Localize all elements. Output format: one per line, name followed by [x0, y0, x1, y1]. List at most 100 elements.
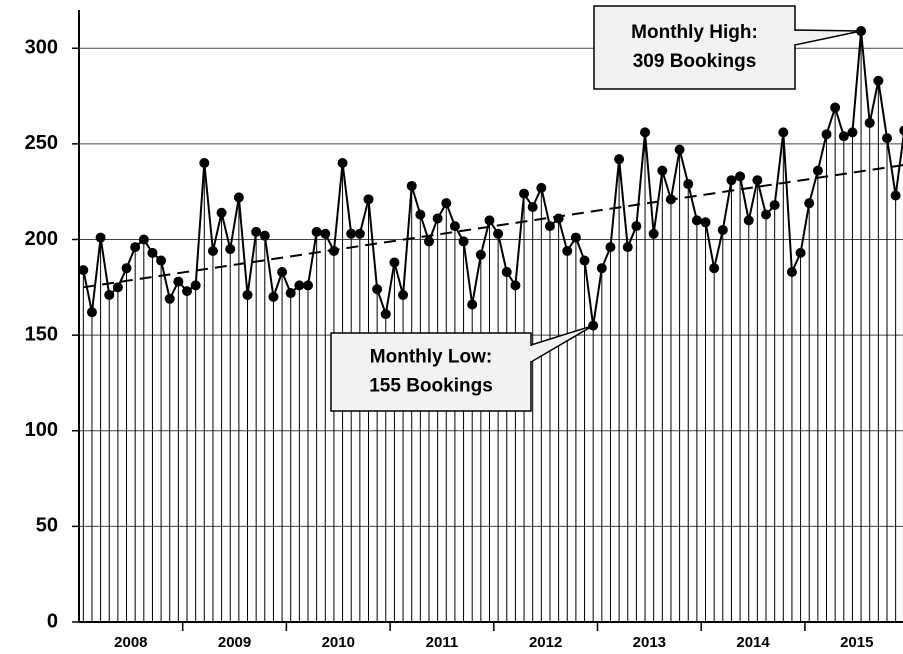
x-tick-label: 2010	[322, 634, 355, 651]
data-point	[631, 221, 642, 232]
data-point	[596, 263, 607, 274]
data-point	[242, 289, 253, 300]
data-point	[423, 236, 434, 247]
data-point	[804, 198, 815, 209]
data-point	[216, 207, 227, 218]
data-point	[199, 158, 210, 168]
data-point	[544, 221, 555, 232]
data-point	[691, 215, 702, 226]
data-point	[406, 180, 417, 191]
data-point	[233, 192, 244, 203]
trend-line	[83, 164, 903, 289]
data-point	[173, 276, 184, 287]
x-tick-label: 2011	[426, 634, 459, 651]
data-point	[786, 267, 797, 278]
data-point	[363, 194, 374, 205]
data-point	[458, 236, 469, 247]
callout-box	[593, 5, 796, 90]
callout-box	[330, 332, 532, 412]
data-point	[380, 309, 391, 320]
data-point	[147, 247, 158, 258]
data-point	[899, 125, 903, 136]
data-point	[881, 133, 892, 144]
data-point	[285, 288, 296, 299]
data-point	[665, 194, 676, 205]
data-point	[112, 282, 123, 293]
data-point	[709, 263, 720, 274]
data-point	[717, 224, 728, 235]
data-point	[354, 228, 365, 239]
data-point	[830, 102, 841, 113]
data-point	[847, 127, 858, 138]
callout-pointer	[794, 29, 862, 46]
data-point	[86, 307, 97, 318]
y-tick-label: 0	[47, 610, 58, 632]
callout-joint	[529, 346, 532, 361]
data-point	[121, 263, 132, 274]
x-tick-label: 2008	[114, 634, 147, 651]
data-point	[251, 226, 262, 237]
data-point	[657, 165, 668, 176]
data-point	[415, 209, 426, 220]
data-point	[769, 200, 780, 211]
y-tick-label: 100	[25, 419, 58, 441]
x-tick-label: 2009	[218, 634, 251, 651]
data-point	[467, 299, 478, 310]
y-tick-label: 250	[25, 132, 58, 154]
data-point	[752, 175, 763, 186]
data-point	[138, 234, 149, 245]
callout-joint	[793, 31, 796, 44]
data-point	[475, 249, 486, 260]
data-point	[207, 245, 218, 256]
data-point	[225, 244, 236, 255]
data-point	[449, 221, 460, 232]
x-tick-label: 2012	[529, 634, 562, 651]
y-tick-label: 200	[25, 228, 58, 250]
data-point	[700, 217, 711, 228]
data-point	[778, 127, 789, 138]
data-point	[562, 245, 573, 256]
data-point	[311, 226, 322, 237]
data-point	[838, 131, 849, 142]
data-point	[795, 247, 806, 258]
data-point	[640, 127, 651, 138]
callout-text: Monthly High:	[631, 22, 758, 43]
data-point	[389, 257, 400, 268]
data-point	[579, 255, 590, 266]
y-tick-label: 50	[36, 515, 58, 537]
data-point	[726, 175, 737, 186]
callout-text: Monthly Low:	[370, 347, 492, 368]
data-point	[104, 289, 115, 300]
data-point	[328, 245, 339, 256]
data-point	[743, 215, 754, 226]
data-point	[683, 179, 694, 190]
data-point	[890, 190, 901, 201]
callout-text: 155 Bookings	[369, 376, 493, 397]
data-point	[735, 171, 746, 182]
data-point	[398, 289, 409, 300]
plot-area	[79, 26, 903, 622]
data-point	[303, 280, 314, 291]
data-point	[864, 117, 875, 128]
data-point	[873, 75, 884, 86]
data-point	[570, 232, 581, 243]
callout-pointer	[530, 324, 594, 364]
data-point	[156, 255, 167, 266]
data-point	[259, 230, 270, 241]
data-point	[277, 267, 288, 278]
data-point	[268, 291, 279, 302]
data-point	[527, 201, 538, 212]
data-point	[614, 154, 625, 165]
data-point	[164, 293, 175, 304]
data-point	[484, 215, 495, 226]
data-point	[346, 228, 357, 239]
data-point	[519, 188, 530, 199]
data-point	[622, 242, 633, 253]
data-point	[95, 232, 106, 243]
data-point	[821, 129, 832, 140]
data-point	[130, 242, 141, 253]
data-point	[182, 286, 193, 297]
data-point	[190, 280, 201, 291]
data-point	[337, 158, 348, 168]
